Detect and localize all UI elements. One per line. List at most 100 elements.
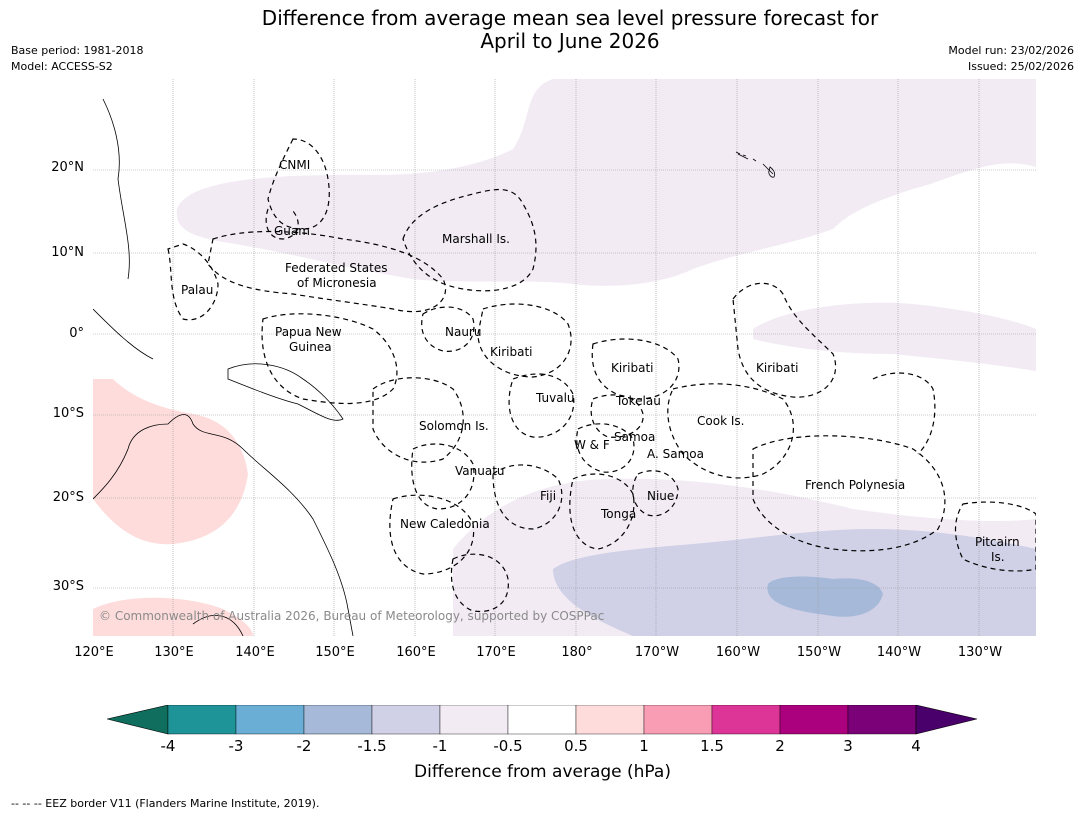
colorbar-segment-8	[643, 705, 713, 735]
issued-date: Issued: 25/02/2026	[967, 60, 1074, 73]
eez-marshall	[402, 189, 537, 292]
label-vanuatu: Vanuatu	[455, 464, 505, 478]
map-area	[93, 79, 1036, 636]
coast-new-guinea	[227, 363, 344, 421]
cb-tick-3: -2	[296, 737, 312, 755]
label-nauru: Nauru	[445, 325, 482, 339]
eez-niue	[632, 470, 679, 517]
cb-tick-12: 4	[911, 737, 921, 755]
model-run: Model run: 23/02/2026	[948, 44, 1074, 57]
eez-borders	[167, 138, 1036, 613]
colorbar-segment-1	[167, 705, 237, 735]
lat-label-30s: 30°S	[52, 579, 84, 594]
coast-australia	[93, 414, 354, 636]
anomaly-australia-pos	[93, 379, 248, 545]
lon-label-150w: 150°W	[796, 645, 842, 660]
label-tokelau: Tokelau	[616, 394, 661, 408]
eez-tuvalu	[508, 373, 575, 438]
label-solomon: Solomon Is.	[419, 419, 489, 433]
label-samoa: Samoa	[614, 430, 656, 444]
label-guam: Guam	[274, 224, 310, 238]
coastlines	[93, 98, 774, 636]
eez-footnote: -- -- -- EEZ border V11 (Flanders Marine…	[11, 797, 320, 810]
anomaly-south-deep	[767, 576, 883, 617]
map-svg	[93, 79, 1036, 636]
label-kiribati-e: Kiribati	[756, 361, 799, 375]
lon-label-160e: 160°E	[396, 645, 436, 660]
label-cook: Cook Is.	[697, 414, 745, 428]
eez-kiribati-c	[591, 338, 680, 400]
lon-label-130e: 130°E	[154, 645, 194, 660]
title-line-1: Difference from average mean sea level p…	[261, 6, 879, 30]
eez-guam	[265, 208, 299, 240]
colorbar-segment-5	[439, 705, 509, 735]
lon-label-120e: 120°E	[74, 645, 114, 660]
label-palau: Palau	[181, 283, 214, 297]
label-tuvalu: Tuvalu	[536, 391, 575, 405]
label-new-caledonia: New Caledonia	[400, 517, 490, 531]
colorbar-segment-2	[235, 705, 305, 735]
colorbar-segment-10	[779, 705, 849, 735]
lon-label-170e: 170°E	[476, 645, 516, 660]
label-kiribati-w: Kiribati	[490, 345, 533, 359]
colorbar-segment-4	[371, 705, 441, 735]
eez-fsm	[207, 230, 447, 313]
label-pitcairn-1: Pitcairn	[975, 535, 1020, 549]
lon-label-140e: 140°E	[235, 645, 275, 660]
eez-new-caledonia	[389, 494, 475, 575]
lat-label-20s: 20°S	[52, 490, 84, 505]
eez-png	[261, 313, 398, 404]
eez-palau	[167, 243, 219, 321]
label-tonga: Tonga	[601, 507, 637, 521]
eez-cook	[667, 383, 794, 479]
eez-fiji	[492, 464, 563, 530]
lat-label-10s: 10°S	[52, 406, 84, 421]
colorbar-segment-3	[303, 705, 373, 735]
cb-tick-10: 2	[775, 737, 785, 755]
label-fsm-2: of Micronesia	[297, 276, 377, 290]
label-fsm-1: Federated States	[285, 261, 388, 275]
lon-label-140w: 140°W	[876, 645, 922, 660]
lon-label-180: 180°	[561, 645, 593, 660]
cb-tick-5: -1	[432, 737, 448, 755]
eez-vanuatu	[411, 443, 475, 510]
label-wallis: W & F	[574, 438, 610, 452]
anomaly-north-band	[176, 79, 1036, 286]
label-pitcairn-2: Is.	[991, 550, 1005, 564]
cb-tick-11: 3	[843, 737, 853, 755]
colorbar-segment-7	[575, 705, 645, 735]
label-png-1: Papua New	[275, 325, 342, 339]
eez-tokelau	[590, 394, 644, 438]
eez-samoa	[576, 423, 635, 473]
lat-label-20n: 20°N	[51, 160, 84, 175]
anomaly-sw-pos	[93, 597, 253, 636]
model-name: Model: ACCESS-S2	[11, 60, 113, 73]
eez-nauru	[421, 306, 475, 352]
hawaii-islands	[735, 151, 776, 178]
eez-tonga	[569, 473, 635, 550]
anomaly-north-east-lobe	[753, 302, 1036, 371]
coast-sumatra	[93, 308, 154, 360]
lon-label-160w: 160°W	[715, 645, 761, 660]
coast-hawaii	[737, 153, 774, 175]
colorbar-arrow-high	[915, 705, 978, 735]
cb-tick-6: -0.5	[493, 737, 523, 755]
cb-tick-2: -3	[228, 737, 244, 755]
copyright-notice: © Commonwealth of Australia 2026, Bureau…	[99, 609, 605, 623]
colorbar	[107, 705, 978, 735]
colorbar-segment-9	[711, 705, 781, 735]
eez-fp-north	[872, 372, 936, 455]
chart-title: Difference from average mean sea level p…	[0, 7, 1085, 53]
lon-label-150e: 150°E	[315, 645, 355, 660]
cb-tick-4: -1.5	[357, 737, 387, 755]
graticule	[93, 79, 1036, 636]
lat-label-0: 0°	[69, 326, 84, 341]
coast-new-zealand	[192, 615, 244, 636]
label-am-samoa: A. Samoa	[647, 447, 704, 461]
base-period: Base period: 1981-2018	[11, 44, 144, 57]
coast-philippines	[102, 98, 130, 280]
eez-kiribati-e	[732, 282, 837, 398]
colorbar-segment-6	[507, 705, 577, 735]
cb-tick-8: 1	[639, 737, 649, 755]
label-cnmi: CNMI	[279, 158, 311, 172]
